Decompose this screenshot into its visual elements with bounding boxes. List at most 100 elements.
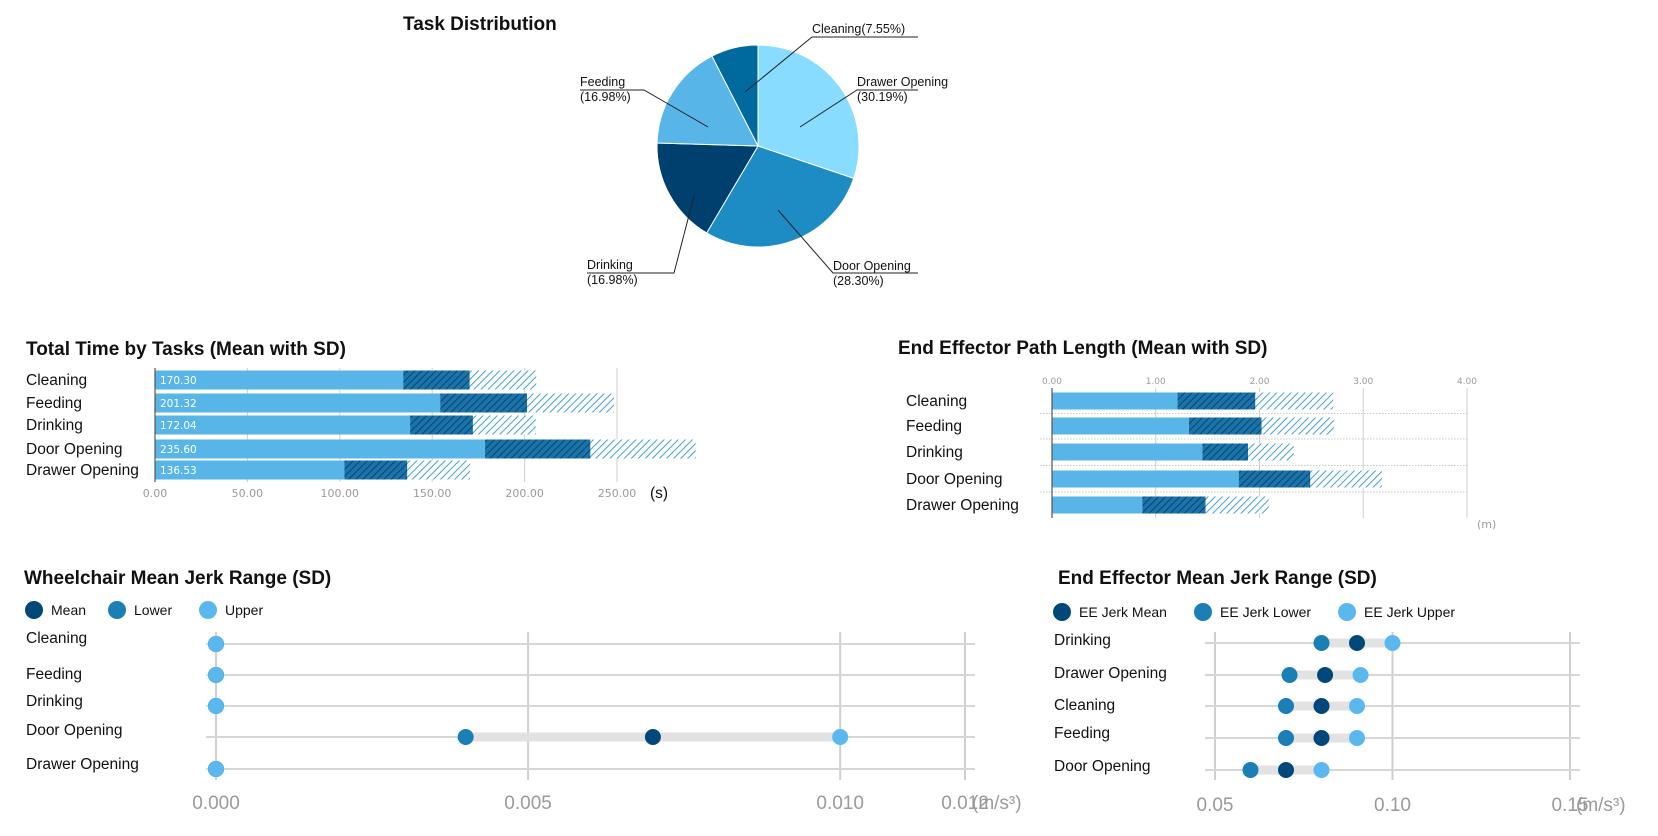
x-tick-label: 200.00 xyxy=(505,487,544,500)
sd-lower-drinking xyxy=(1202,443,1249,461)
bar-cleaning xyxy=(1052,392,1178,410)
bar-value-label: 201.32 xyxy=(160,398,197,410)
sd-upper-door-opening xyxy=(1310,470,1382,488)
pie-slice-drinking xyxy=(656,142,759,234)
x-tick-label: 0.010 xyxy=(816,793,864,814)
x-tick-label: 250.00 xyxy=(598,487,637,500)
legend-label-mean: EE Jerk Mean xyxy=(1079,604,1167,620)
x-tick-label: 0.005 xyxy=(504,793,552,814)
sd-lower-cleaning xyxy=(1177,392,1256,410)
mean-point-drawer-opening xyxy=(1317,667,1334,683)
category-label-cleaning: Cleaning xyxy=(26,630,87,647)
sd-upper-door-opening xyxy=(590,439,696,459)
category-label-door-opening: Door Opening xyxy=(1054,758,1151,775)
wheelchair-jerk-chart: Mean Lower Upper 0.000 0.005 0.010 0.012(m/s³)… xyxy=(25,601,1022,814)
legend-marker-mean xyxy=(1053,603,1071,621)
overlap-point-drawer-opening xyxy=(208,761,224,777)
path-length-bar-chart: 0.00 1.00 2.00 3.00 4.00 Cleaning Feeding Drink… xyxy=(906,377,1496,531)
category-label-feeding: Feeding xyxy=(26,395,82,412)
x-tick-label: 0.15 xyxy=(1552,795,1589,816)
pie-leader-cleaning xyxy=(744,36,918,93)
pie-chart-title: Task Distribution xyxy=(403,14,557,35)
legend-label-lower: Lower xyxy=(134,602,172,618)
mean-point-drinking xyxy=(1349,635,1365,651)
bar-value-label: 170.30 xyxy=(160,375,197,387)
x-tick-label: 4.00 xyxy=(1457,377,1477,387)
category-label-drawer-opening: Drawer Opening xyxy=(1054,665,1167,682)
sd-upper-cleaning xyxy=(469,370,537,390)
x-tick-label: 0.012 xyxy=(941,793,989,814)
lower-point-drawer-opening xyxy=(1281,667,1298,683)
total-time-bar-chart: 0.00 50.00 100.00 150.00 200.00 250.00 Cleanin… xyxy=(26,368,696,502)
pie-leader-drinking xyxy=(587,195,695,274)
overlap-point-feeding xyxy=(208,667,224,683)
axis-unit-label: (m) xyxy=(1477,518,1496,531)
legend-marker-upper xyxy=(199,601,217,619)
pie-pct-feeding: (16.98%) xyxy=(580,90,631,104)
axis-unit-label: (s) xyxy=(650,485,668,502)
mean-point-door-opening xyxy=(1278,762,1294,778)
bar-feeding xyxy=(1052,417,1189,435)
lower-point-cleaning xyxy=(1278,698,1294,714)
sd-lower-feeding xyxy=(1188,417,1262,435)
bar-feeding xyxy=(155,393,441,413)
category-label-drawer-opening: Drawer Opening xyxy=(26,756,139,773)
upper-point-feeding xyxy=(1349,730,1365,746)
lower-point-drinking xyxy=(1313,635,1330,651)
mean-point-cleaning xyxy=(1313,698,1330,714)
category-label-drinking: Drinking xyxy=(1054,632,1111,649)
x-tick-label: 50.00 xyxy=(232,487,264,500)
sd-lower-drawer-opening xyxy=(1142,496,1206,514)
bar-door-opening xyxy=(155,439,486,459)
category-label-feeding: Feeding xyxy=(26,666,82,683)
pie-pct-drinking: (16.98%) xyxy=(587,273,638,287)
x-tick-label: 3.00 xyxy=(1353,377,1373,387)
category-label-drawer-opening: Drawer Opening xyxy=(906,497,1019,514)
upper-point-door-opening xyxy=(1313,762,1330,778)
category-label-feeding: Feeding xyxy=(906,418,962,435)
mean-point-door-opening xyxy=(644,729,661,745)
category-label-drinking: Drinking xyxy=(26,693,83,710)
upper-point-door-opening xyxy=(832,729,849,745)
x-tick-label: 1.00 xyxy=(1146,377,1166,387)
legend-label-lower: EE Jerk Lower xyxy=(1220,604,1311,620)
pie-label-door-opening: Door Opening xyxy=(833,259,911,273)
x-tick-label: 0.05 xyxy=(1197,795,1234,816)
pie-leader-feeding xyxy=(580,89,709,128)
category-label-drawer-opening: Drawer Opening xyxy=(26,462,139,479)
legend-label-mean: Mean xyxy=(51,602,86,618)
category-label-drinking: Drinking xyxy=(26,417,83,434)
sd-upper-feeding xyxy=(1261,417,1335,435)
pie-slice-drawer-opening xyxy=(757,44,860,179)
pie-slice-feeding xyxy=(656,55,759,147)
sd-lower-drawer-opening xyxy=(344,460,408,480)
pie-pct-door-opening: (28.30%) xyxy=(833,274,884,288)
pie-leader-drawer-opening xyxy=(799,89,918,128)
legend-marker-mean xyxy=(25,601,43,619)
sd-lower-feeding xyxy=(440,393,528,413)
sd-upper-drawer-opening xyxy=(1205,496,1269,514)
pie-label-cleaning: Cleaning(7.55%) xyxy=(812,22,905,36)
x-tick-label: 150.00 xyxy=(413,487,452,500)
category-label-door-opening: Door Opening xyxy=(26,441,123,458)
upper-point-drawer-opening xyxy=(1352,667,1369,683)
category-label-feeding: Feeding xyxy=(1054,725,1110,742)
pie-label-feeding: Feeding xyxy=(580,75,625,89)
lower-point-door-opening xyxy=(457,729,474,745)
pie-label-drawer-opening: Drawer Opening xyxy=(857,75,948,89)
x-tick-label: 0.000 xyxy=(192,793,240,814)
bar-value-label: 235.60 xyxy=(160,444,197,456)
bar-value-label: 172.04 xyxy=(160,420,197,432)
category-label-cleaning: Cleaning xyxy=(1054,697,1115,714)
wheelchair-jerk-chart-title: Wheelchair Mean Jerk Range (SD) xyxy=(24,568,331,589)
legend-marker-upper xyxy=(1338,603,1356,621)
sd-upper-drinking xyxy=(1248,443,1294,461)
ee-jerk-chart-title: End Effector Mean Jerk Range (SD) xyxy=(1058,568,1377,589)
legend-label-upper: Upper xyxy=(225,602,263,618)
sd-upper-drawer-opening xyxy=(407,460,471,480)
bar-drawer-opening xyxy=(1052,496,1143,514)
bar-drawer-opening xyxy=(155,460,345,480)
category-label-drinking: Drinking xyxy=(906,444,963,461)
legend-label-upper: EE Jerk Upper xyxy=(1364,604,1455,620)
